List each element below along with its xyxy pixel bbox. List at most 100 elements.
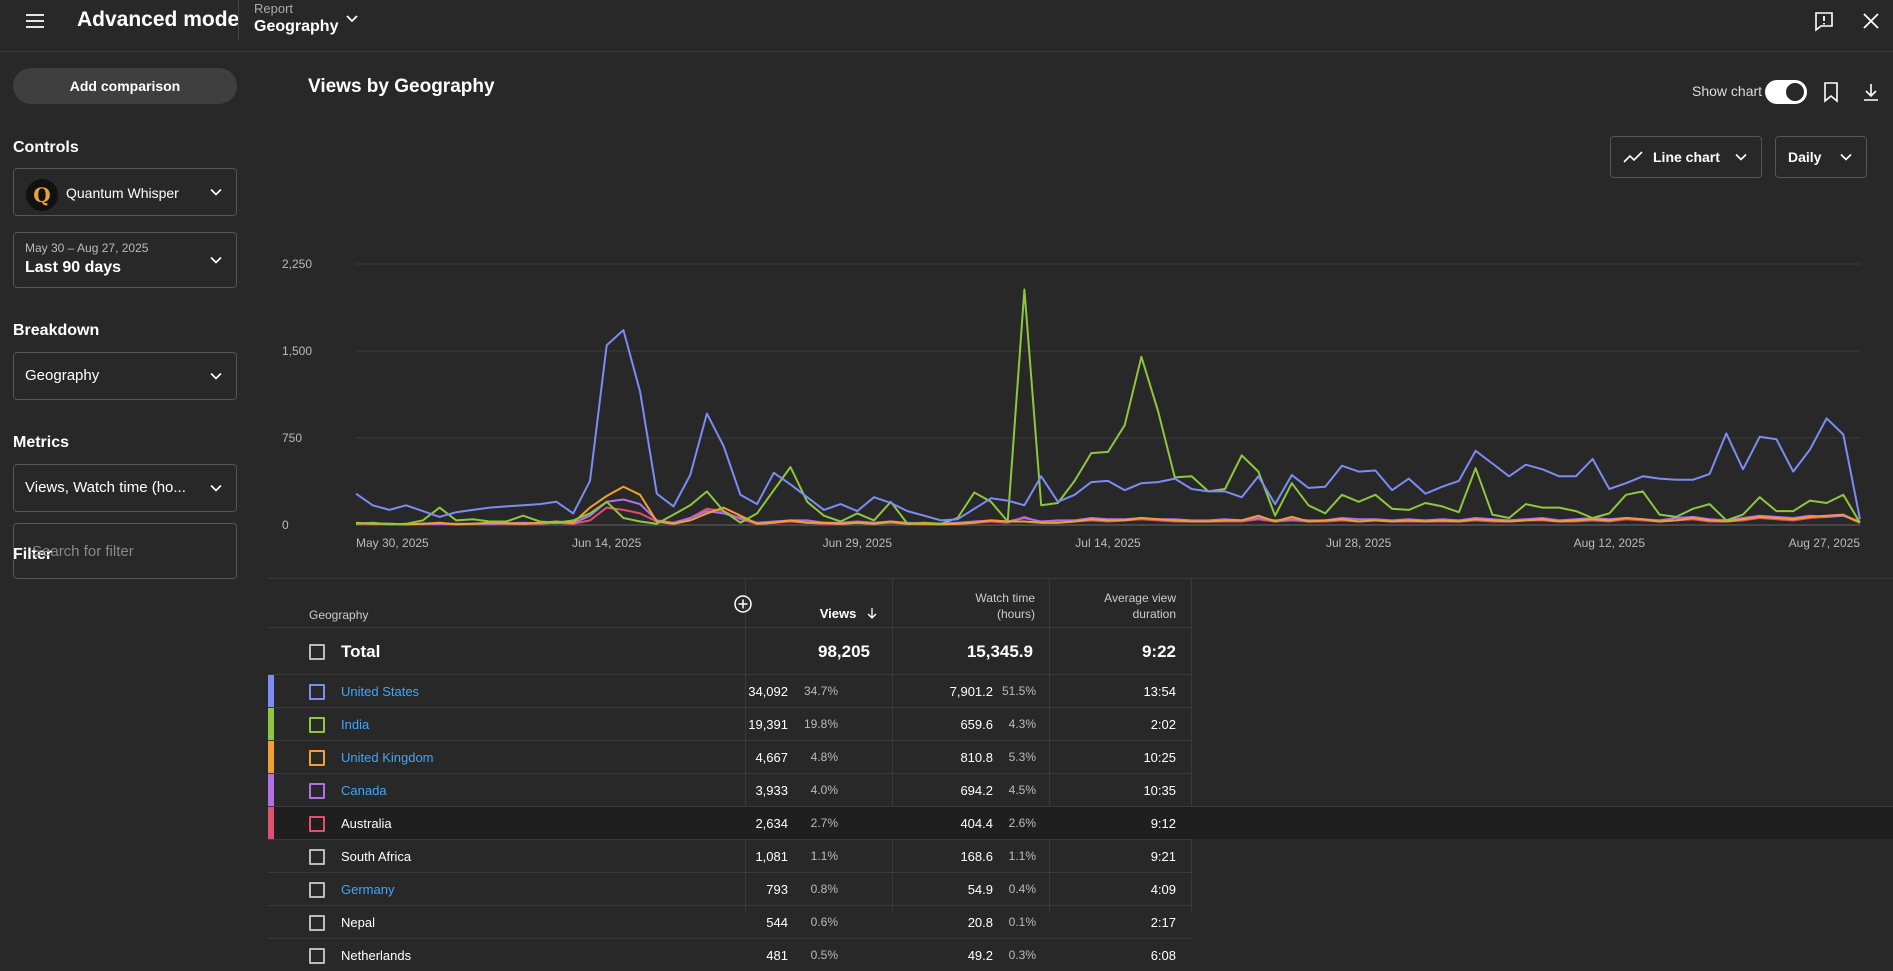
y-tick-label: 750 <box>282 431 302 445</box>
watch-time-percent: 1.1% <box>1008 849 1036 863</box>
row-checkbox[interactable] <box>309 948 325 964</box>
watch-time-header-line2: (hours) <box>996 607 1035 621</box>
chart-type-dropdown[interactable]: Line chart <box>1610 136 1762 178</box>
views-value: 793 <box>766 882 788 897</box>
x-tick-label: Aug 12, 2025 <box>1574 536 1646 550</box>
views-value: 34,092 <box>748 684 788 699</box>
row-checkbox[interactable] <box>309 750 325 766</box>
geography-name[interactable]: India <box>341 717 370 732</box>
interval-dropdown[interactable]: Daily <box>1775 136 1867 178</box>
row-checkbox[interactable] <box>309 915 325 931</box>
chart-type-label: Line chart <box>1653 149 1720 165</box>
add-comparison-button[interactable]: Add comparison <box>13 68 237 104</box>
watch-time-header-line1: Watch time <box>975 591 1035 605</box>
add-column-icon[interactable] <box>733 594 753 614</box>
table-row[interactable]: Nepal 544 0.6% 20.8 0.1% 2:17 <box>268 905 1192 938</box>
line-chart-icon <box>1623 151 1643 163</box>
watch-time-percent: 0.4% <box>1008 882 1036 896</box>
x-tick-label: May 30, 2025 <box>356 536 429 550</box>
table-row[interactable]: Netherlands 481 0.5% 49.2 0.3% 6:08 <box>268 938 1192 971</box>
geography-name[interactable]: United Kingdom <box>341 750 434 765</box>
data-table: Geography Views Watch time (hours) Avera… <box>268 578 1893 964</box>
chart-title: Views by Geography <box>308 76 495 97</box>
table-row[interactable]: United Kingdom 4,667 4.8% 810.8 5.3% 10:25 <box>268 740 1192 774</box>
row-checkbox[interactable] <box>309 783 325 799</box>
feedback-icon[interactable] <box>1813 10 1835 32</box>
report-label: Report <box>254 1 294 16</box>
avg-duration-header-line2: duration <box>1132 607 1176 621</box>
views-value: 544 <box>766 915 788 930</box>
views-value: 1,081 <box>755 849 788 864</box>
chevron-down-icon <box>210 484 222 492</box>
watch-time-percent: 0.1% <box>1008 915 1036 929</box>
geography-name[interactable]: Germany <box>341 882 395 897</box>
y-tick-label: 2,250 <box>282 257 312 271</box>
row-checkbox[interactable] <box>309 717 325 733</box>
watch-time-percent: 5.3% <box>1008 750 1036 764</box>
watch-time-value: 694.2 <box>960 783 993 798</box>
views-percent: 2.7% <box>810 816 838 830</box>
table-row[interactable]: India 19,391 19.8% 659.6 4.3% 2:02 <box>268 707 1192 741</box>
geography-name[interactable]: Canada <box>341 783 387 798</box>
table-row[interactable]: United States 34,092 34.7% 7,901.2 51.5% 13:5… <box>268 674 1192 708</box>
show-chart-toggle[interactable] <box>1765 80 1807 104</box>
download-icon[interactable] <box>1861 81 1881 103</box>
filter-search-input[interactable] <box>13 523 237 579</box>
menu-icon[interactable] <box>24 10 46 32</box>
views-percent: 0.6% <box>810 915 838 929</box>
x-tick-label: Jul 28, 2025 <box>1326 536 1392 550</box>
series-line-united-states <box>355 329 1861 522</box>
series-color-bar <box>268 807 274 840</box>
table-row[interactable]: Canada 3,933 4.0% 694.2 4.5% 10:35 <box>268 773 1192 807</box>
geography-name: Netherlands <box>341 948 412 963</box>
avg-duration-value: 2:17 <box>1150 915 1176 930</box>
watch-time-percent: 51.5% <box>1001 684 1036 698</box>
row-checkbox[interactable] <box>309 684 325 700</box>
column-header-views[interactable]: Views <box>788 606 878 622</box>
total-avg-duration: 9:22 <box>1141 642 1176 661</box>
bookmark-icon[interactable] <box>1821 81 1841 103</box>
views-value: 3,933 <box>755 783 788 798</box>
toggle-knob <box>1786 83 1804 101</box>
table-row[interactable]: Australia 2,634 2.7% 404.4 2.6% 9:12 <box>268 806 1893 840</box>
watch-time-value: 49.2 <box>967 948 993 963</box>
geography-name[interactable]: United States <box>341 684 420 699</box>
total-checkbox[interactable] <box>309 644 325 660</box>
chevron-down-icon[interactable] <box>343 10 361 28</box>
total-watch-time: 15,345.9 <box>966 642 1033 661</box>
x-tick-label: Jun 14, 2025 <box>572 536 642 550</box>
column-header-watch-time[interactable]: Watch time (hours) <box>928 590 1035 622</box>
channel-avatar: Q <box>26 179 58 211</box>
views-percent: 0.5% <box>810 948 838 962</box>
row-checkbox[interactable] <box>309 849 325 865</box>
table-row[interactable]: Germany 793 0.8% 54.9 0.4% 4:09 <box>268 872 1192 905</box>
breakdown-selector[interactable]: Geography <box>13 352 237 400</box>
row-checkbox[interactable] <box>309 816 325 832</box>
views-value: 4,667 <box>755 750 788 765</box>
metrics-title: Metrics <box>13 434 70 451</box>
sort-descending-icon <box>867 608 877 619</box>
total-label: Total <box>341 642 381 661</box>
date-range-selector[interactable]: May 30 – Aug 27, 2025 Last 90 days <box>13 232 237 288</box>
close-icon[interactable] <box>1860 10 1882 32</box>
column-header-geography[interactable]: Geography <box>309 608 369 622</box>
chevron-down-icon <box>210 256 222 264</box>
date-range-text: May 30 – Aug 27, 2025 <box>25 241 149 255</box>
breakdown-title: Breakdown <box>13 322 100 339</box>
series-color-bar <box>268 774 274 807</box>
views-percent: 19.8% <box>803 717 838 731</box>
x-tick-label: Aug 27, 2025 <box>1789 536 1861 550</box>
series-color-bar <box>268 741 274 774</box>
x-tick-label: Jul 14, 2025 <box>1075 536 1141 550</box>
column-header-avg-duration[interactable]: Average view duration <box>1068 590 1176 622</box>
watch-time-value: 168.6 <box>960 849 993 864</box>
row-checkbox[interactable] <box>309 882 325 898</box>
metrics-selector[interactable]: Views, Watch time (ho... <box>13 464 237 512</box>
table-row[interactable]: South Africa 1,081 1.1% 168.6 1.1% 9:21 <box>268 839 1192 872</box>
avg-duration-value: 2:02 <box>1150 717 1176 732</box>
line-chart[interactable]: 0 750 1,500 2,250 May 30, 2025 Jun 14, 2025 Ju… <box>268 193 1893 563</box>
interval-label: Daily <box>1788 149 1822 165</box>
watch-time-value: 404.4 <box>960 816 993 831</box>
channel-selector[interactable]: Q Quantum Whisper <box>13 168 237 216</box>
report-selector[interactable]: Geography <box>254 18 339 35</box>
